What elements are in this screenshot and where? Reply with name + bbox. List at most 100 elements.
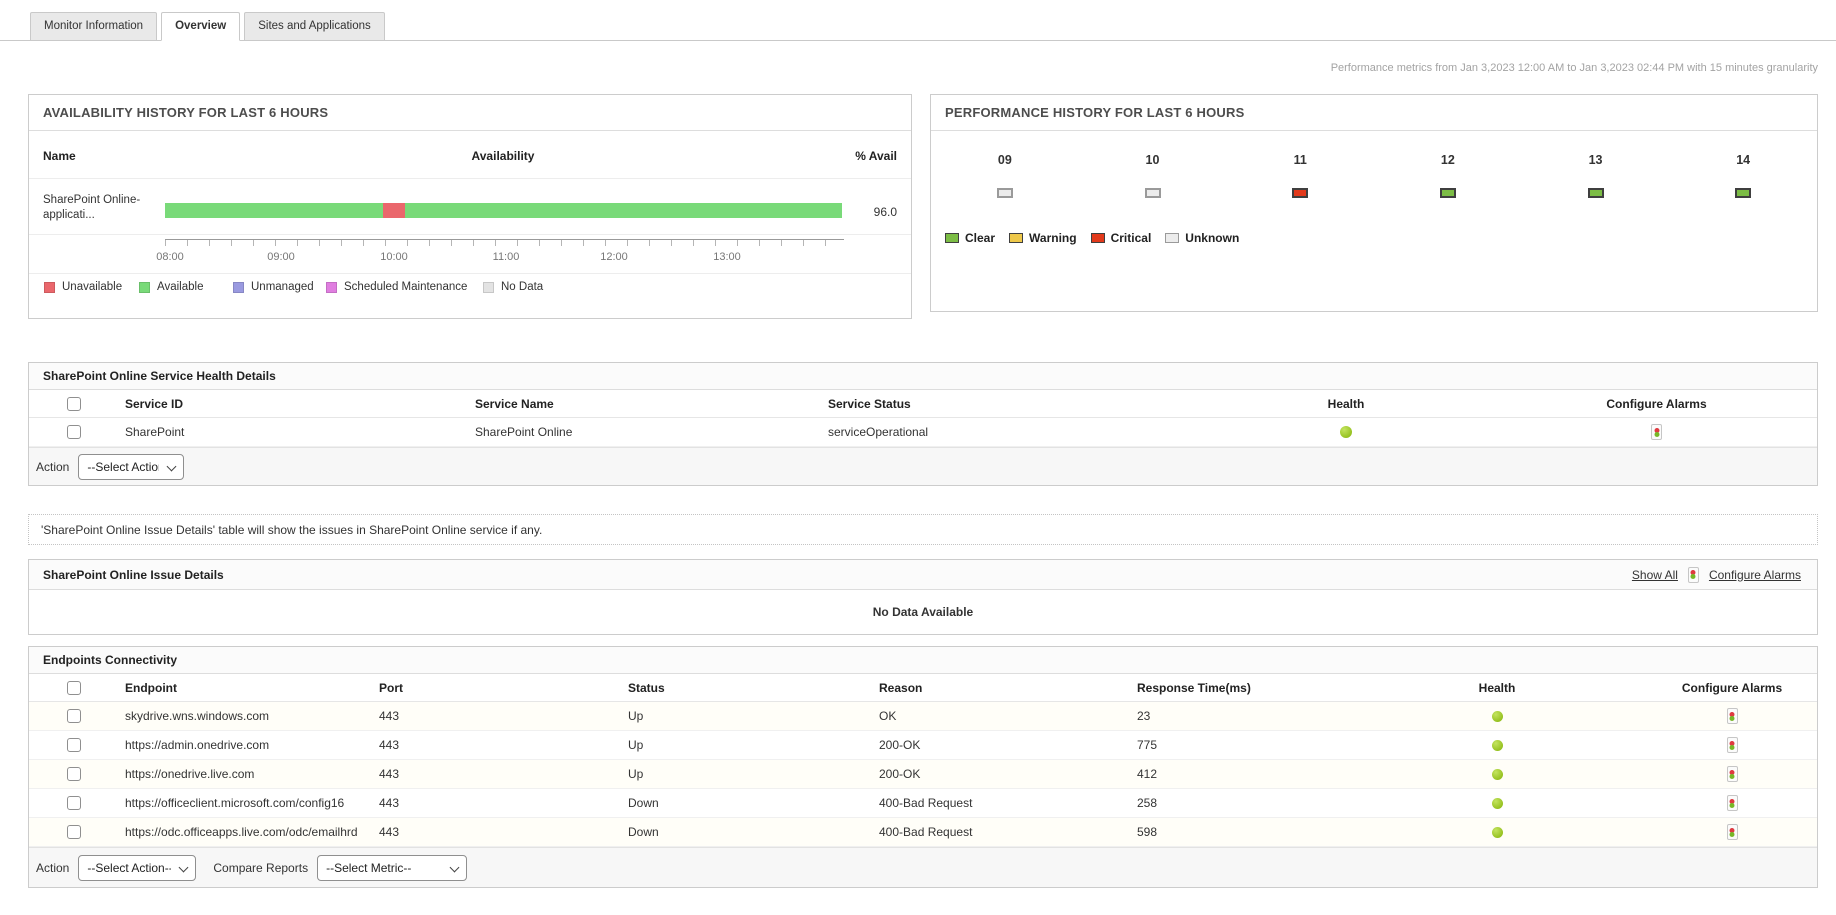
configure-alarms-icon[interactable] [1726, 766, 1738, 782]
legend-item-warning: Warning [1009, 231, 1077, 245]
endpoints-connectivity-panel: Endpoints Connectivity Endpoint Port Sta… [28, 646, 1818, 888]
configure-alarms-icon[interactable] [1726, 795, 1738, 811]
col-configure-alarms: Configure Alarms [1606, 396, 1707, 411]
tab-overview[interactable]: Overview [161, 12, 241, 41]
divider [29, 178, 911, 179]
action-label: Action [36, 459, 70, 474]
endpoint-cell: https://admin.onedrive.com [125, 738, 270, 752]
service-name-cell: SharePoint Online [475, 425, 573, 439]
configure-alarms-icon[interactable] [1726, 824, 1738, 840]
axis-tick-label: 13:00 [713, 251, 741, 263]
legend-item-unavailable: Unavailable [44, 281, 122, 293]
configure-alarms-icon[interactable] [1687, 566, 1699, 583]
performance-hours-row: 09 10 11 12 13 14 [931, 153, 1817, 167]
configure-alarms-link[interactable]: Configure Alarms [1708, 567, 1801, 582]
performance-hour-square[interactable] [996, 188, 1013, 198]
endpoint-row: https://onedrive.live.com 443 Up 200-OK … [29, 760, 1817, 789]
status-cell: Up [628, 709, 644, 723]
endpoint-row: https://admin.onedrive.com 443 Up 200-OK… [29, 731, 1817, 760]
endpoint-row: https://officeclient.microsoft.com/confi… [29, 789, 1817, 818]
reason-cell: 200-OK [879, 767, 921, 781]
col-service-name: Service Name [475, 396, 554, 411]
endpoints-title: Endpoints Connectivity [29, 647, 1817, 674]
port-cell: 443 [379, 738, 400, 752]
unknown-swatch [1165, 233, 1180, 243]
availability-col-name: Name [43, 149, 76, 163]
critical-swatch [1090, 233, 1105, 243]
scheduled-maintenance-swatch [326, 281, 337, 293]
endpoint-cell: skydrive.wns.windows.com [125, 709, 270, 723]
endpoint-row: https://odc.officeapps.live.com/odc/emai… [29, 818, 1817, 847]
row-checkbox[interactable] [67, 825, 81, 839]
performance-hour-square[interactable] [1292, 188, 1309, 198]
performance-hour-square[interactable] [1735, 188, 1752, 198]
axis-tick-label: 10:00 [380, 251, 408, 263]
availability-percent-value: 96.0 [873, 205, 897, 219]
row-checkbox[interactable] [67, 796, 81, 810]
health-dot [1491, 797, 1503, 809]
port-cell: 443 [379, 709, 400, 723]
reason-cell: 200-OK [879, 738, 921, 752]
legend-item-scheduled-maintenance: Scheduled Maintenance [326, 281, 467, 293]
divider [29, 234, 911, 235]
col-endpoint: Endpoint [125, 680, 177, 695]
select-all-checkbox[interactable] [67, 396, 81, 411]
performance-hour-square[interactable] [1144, 188, 1161, 198]
row-checkbox[interactable] [67, 425, 81, 439]
endpoints-action-select[interactable]: --Select Action-- [78, 854, 197, 881]
divider [29, 273, 911, 274]
configure-alarms-icon[interactable] [1726, 708, 1738, 724]
service-health-row: SharePoint SharePoint Online serviceOper… [29, 418, 1817, 447]
reason-cell: OK [879, 709, 897, 723]
hour-label: 13 [1588, 153, 1603, 167]
row-checkbox[interactable] [67, 709, 81, 723]
compare-metric-select[interactable]: --Select Metric-- [317, 854, 468, 881]
legend-item-critical: Critical [1090, 231, 1151, 245]
service-action-select[interactable]: --Select Action-- [78, 453, 185, 480]
status-cell: Up [628, 767, 644, 781]
health-dot [1340, 426, 1352, 438]
port-cell: 443 [379, 767, 400, 781]
axis-tick-label: 09:00 [267, 251, 295, 263]
row-checkbox[interactable] [67, 738, 81, 752]
col-port: Port [379, 680, 403, 695]
metrics-range-note: Performance metrics from Jan 3,2023 12:0… [1330, 62, 1818, 74]
hour-label: 12 [1440, 153, 1455, 167]
hour-label: 10 [1145, 153, 1160, 167]
reason-cell: 400-Bad Request [879, 796, 973, 810]
endpoint-cell: https://officeclient.microsoft.com/confi… [125, 796, 345, 810]
legend-item-unknown: Unknown [1165, 231, 1239, 245]
endpoints-header-row: Endpoint Port Status Reason Response Tim… [29, 674, 1817, 702]
configure-alarms-icon[interactable] [1651, 424, 1662, 440]
health-dot [1491, 739, 1503, 751]
health-dot [1491, 710, 1503, 722]
select-all-checkbox[interactable] [67, 680, 81, 695]
show-all-link[interactable]: Show All [1631, 567, 1678, 582]
tab-monitor-information[interactable]: Monitor Information [30, 12, 158, 41]
configure-alarms-icon[interactable] [1726, 737, 1738, 753]
clear-swatch [945, 233, 959, 243]
tab-sites-and-applications[interactable]: Sites and Applications [244, 12, 385, 41]
hour-label: 11 [1293, 153, 1307, 167]
col-response-time: Response Time(ms) [1137, 680, 1251, 695]
axis-tick-label: 11:00 [492, 251, 520, 263]
hour-label: 14 [1736, 153, 1751, 167]
availability-bar-outage [382, 203, 406, 218]
legend-item-available: Available [139, 281, 203, 293]
performance-hour-square[interactable] [1587, 188, 1604, 198]
unmanaged-swatch [233, 281, 244, 293]
col-service-status: Service Status [828, 396, 911, 411]
issue-details-panel: SharePoint Online Issue Details Show All… [28, 559, 1818, 635]
row-checkbox[interactable] [67, 767, 81, 781]
availability-timeline-bar[interactable] [165, 203, 842, 218]
monitor-name: SharePoint Online- applicati... [43, 194, 141, 221]
legend-item-unmanaged: Unmanaged [233, 281, 314, 293]
col-reason: Reason [879, 680, 923, 695]
service-action-bar: Action --Select Action-- [29, 447, 1817, 485]
service-health-header-row: Service ID Service Name Service Status H… [29, 390, 1817, 418]
status-cell: Up [628, 738, 644, 752]
performance-hour-square[interactable] [1439, 188, 1456, 198]
response-time-cell: 412 [1137, 767, 1158, 781]
status-cell: Down [628, 796, 659, 810]
unavailable-swatch [44, 281, 55, 293]
